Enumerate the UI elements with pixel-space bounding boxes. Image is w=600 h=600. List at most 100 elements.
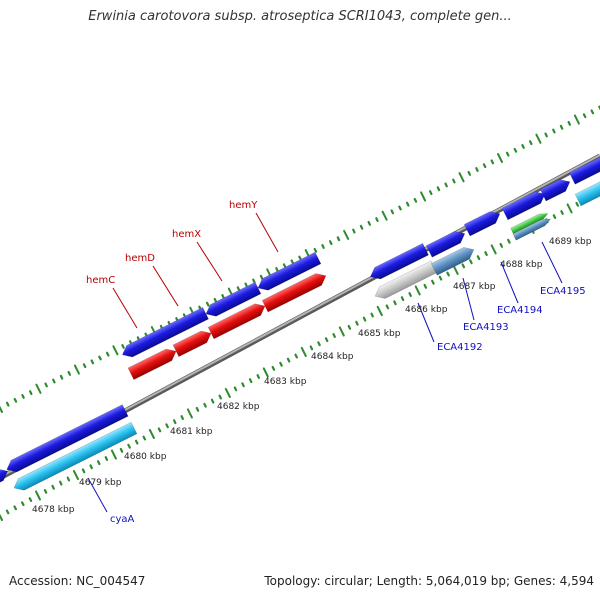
minor-tick: [444, 182, 448, 188]
minor-tick: [313, 247, 318, 253]
label-leader-lines: [87, 212, 563, 513]
gene-name-labels[interactable]: cyaA hemC hemD hemX hemY ECA4192 ECA4193 ECA419…: [86, 200, 586, 525]
minor-tick: [81, 468, 86, 474]
minor-tick: [359, 224, 364, 230]
gene-features[interactable]: [0, 154, 600, 494]
gene-label-hemc[interactable]: hemC: [86, 275, 115, 286]
map-title: Erwinia carotovora subsp. atroseptica SC…: [88, 9, 512, 24]
gene-arrow[interactable]: [512, 216, 552, 241]
minor-tick: [367, 220, 371, 226]
major-tick: [490, 244, 497, 255]
minor-tick: [52, 378, 56, 384]
gene-arrow[interactable]: [4, 404, 129, 476]
gene-label-eca4194[interactable]: ECA4194: [497, 305, 543, 316]
gene-arrow[interactable]: [425, 228, 467, 258]
kbp-label: 4688 kbp: [500, 260, 543, 270]
gene-arrow[interactable]: [11, 421, 138, 494]
leader-line: [87, 477, 108, 513]
gene-label-hemy[interactable]: hemY: [229, 200, 258, 211]
gene-arrow[interactable]: [0, 465, 11, 491]
gene-label-hemd[interactable]: hemD: [125, 253, 155, 264]
minor-tick: [482, 163, 487, 169]
gene-label-eca4192[interactable]: ECA4192: [437, 342, 483, 353]
gene-arrow[interactable]: [510, 210, 550, 235]
gene-arrow[interactable]: [255, 251, 322, 294]
minor-tick: [298, 255, 302, 261]
minor-tick: [590, 109, 595, 115]
major-tick: [458, 172, 465, 183]
kbp-label: 4684 kbp: [311, 352, 354, 362]
gene-label-eca4195[interactable]: ECA4195: [540, 286, 586, 297]
minor-tick: [400, 296, 405, 302]
minor-tick: [5, 401, 10, 407]
minor-tick: [259, 274, 264, 280]
kbp-label: 4678 kbp: [32, 505, 75, 515]
minor-tick: [321, 244, 325, 249]
leader-line: [541, 241, 563, 284]
minor-tick: [567, 120, 572, 126]
major-tick: [148, 428, 155, 439]
minor-tick: [405, 201, 410, 207]
major-tick: [535, 133, 542, 144]
leader-line: [112, 287, 138, 329]
minor-tick: [461, 263, 466, 269]
leader-line: [152, 265, 179, 307]
gene-arrow[interactable]: [367, 243, 429, 282]
kbp-label: 4686 kbp: [405, 305, 448, 315]
gene-arrow[interactable]: [501, 188, 548, 221]
minor-tick: [67, 370, 72, 376]
major-tick: [381, 210, 388, 221]
minor-tick: [362, 316, 367, 322]
minor-tick: [5, 509, 10, 515]
minor-tick: [59, 374, 64, 380]
minor-tick: [195, 406, 200, 412]
major-tick: [566, 203, 573, 214]
major-tick: [573, 114, 580, 125]
major-tick: [0, 405, 3, 413]
gene-label-eca4193[interactable]: ECA4193: [463, 322, 509, 333]
minor-tick: [66, 476, 71, 482]
minor-tick: [248, 378, 253, 384]
gene-arrow[interactable]: [430, 244, 476, 276]
minor-tick: [332, 333, 336, 338]
minor-tick: [528, 140, 533, 146]
minor-tick: [157, 427, 162, 433]
minor-tick: [467, 170, 471, 176]
gene-arrow[interactable]: [203, 281, 262, 320]
major-tick: [338, 326, 345, 337]
minor-tick: [507, 238, 511, 244]
kbp-label: 4683 kbp: [264, 377, 307, 387]
minor-tick: [347, 324, 352, 330]
minor-tick: [134, 439, 139, 445]
gene-arrow[interactable]: [463, 208, 503, 237]
gene-arrow[interactable]: [574, 178, 600, 207]
leader-line: [255, 212, 279, 253]
leader-line: [417, 302, 435, 343]
gene-label-hemx[interactable]: hemX: [172, 229, 201, 240]
gene-arrow[interactable]: [172, 327, 214, 357]
minor-tick: [436, 186, 441, 192]
gene-arrow[interactable]: [539, 176, 573, 202]
kbp-label: 4685 kbp: [358, 329, 401, 339]
minor-tick: [210, 398, 215, 404]
gene-arrow[interactable]: [261, 270, 329, 313]
minor-tick: [499, 242, 503, 248]
major-tick: [376, 305, 383, 316]
minor-tick: [275, 267, 279, 272]
minor-tick: [544, 132, 548, 138]
minor-tick: [221, 294, 225, 299]
minor-tick: [252, 278, 256, 284]
gene-arrow[interactable]: [372, 260, 438, 302]
minor-tick: [484, 251, 488, 256]
gene-arrow[interactable]: [207, 300, 268, 340]
major-tick: [300, 346, 307, 357]
minor-tick: [521, 144, 525, 149]
gene-arrow[interactable]: [119, 307, 209, 360]
gene-arrow[interactable]: [127, 345, 179, 380]
major-tick: [35, 383, 42, 394]
minor-tick: [413, 197, 418, 203]
minor-tick: [475, 167, 479, 172]
gene-label-cyaa[interactable]: cyaA: [110, 514, 135, 525]
major-tick: [414, 285, 421, 296]
